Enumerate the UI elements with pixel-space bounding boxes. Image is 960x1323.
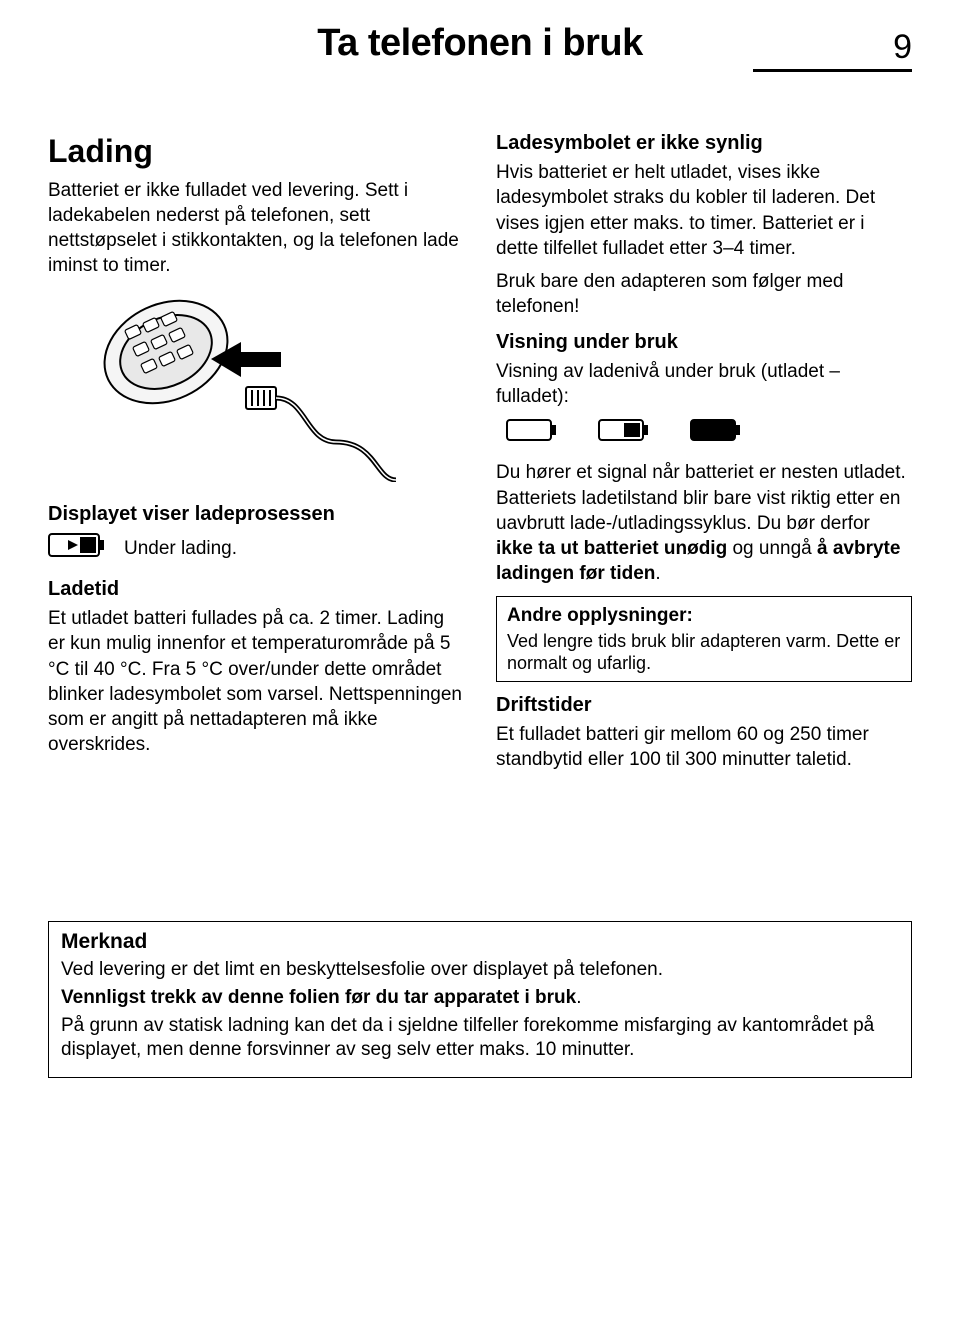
page-title: Ta telefonen i bruk — [317, 22, 643, 65]
para-signal-e: . — [655, 563, 660, 584]
para-adapter-warning: Bruk bare den adapteren som følger med t… — [496, 269, 912, 319]
para-driftstider: Et fulladet batteri gir mellom 60 og 250… — [496, 722, 912, 772]
right-column: Ladesymbolet er ikke synlig Hvis batteri… — [496, 130, 912, 781]
heading-ladetid: Ladetid — [48, 576, 464, 602]
phone-charger-illustration — [48, 287, 464, 487]
merknad-line2-bold: Vennligst trekk av denne folien før du t… — [61, 987, 576, 1008]
para-signal-c: og unngå — [727, 538, 817, 559]
merknad-box: Merknad Ved levering er det limt en besk… — [48, 921, 912, 1078]
merknad-line1: Ved levering er det limt en beskyttelses… — [61, 958, 899, 982]
para-signal: Du hører et signal når batteriet er nest… — [496, 460, 912, 585]
battery-level-row — [496, 417, 912, 450]
info-box-title: Andre opplysninger: — [507, 603, 901, 628]
para-signal-a: Du hører et signal når batteriet er nest… — [496, 462, 906, 533]
page-number: 9 — [753, 28, 912, 72]
page-header: Ta telefonen i bruk 9 — [48, 28, 912, 72]
merknad-line3: På grunn av statisk ladning kan det da i… — [61, 1014, 899, 1063]
para-ladetid: Et utladet batteri fullades på ca. 2 tim… — [48, 606, 464, 756]
merknad-line2: Vennligst trekk av denne folien før du t… — [61, 986, 899, 1010]
para-intro: Batteriet er ikke fulladet ved levering.… — [48, 178, 464, 278]
battery-full-icon — [690, 417, 742, 450]
under-lading-label: Under lading. — [124, 536, 237, 561]
heading-lading: Lading — [48, 130, 464, 172]
para-visning: Visning av ladenivå under bruk (utladet … — [496, 359, 912, 409]
info-box-body: Ved lengre tids bruk blir adapteren varm… — [507, 630, 901, 675]
para-signal-b: ikke ta ut batteriet unødig — [496, 538, 727, 559]
left-column: Lading Batteriet er ikke fulladet ved le… — [48, 130, 464, 781]
heading-visning-under-bruk: Visning under bruk — [496, 329, 912, 355]
battery-half-icon — [598, 417, 650, 450]
charging-icon-row: Under lading. — [48, 531, 464, 566]
heading-ladesymbol-ikke-synlig: Ladesymbolet er ikke synlig — [496, 130, 912, 156]
merknad-title: Merknad — [61, 930, 899, 954]
heading-driftstider: Driftstider — [496, 692, 912, 718]
content-columns: Lading Batteriet er ikke fulladet ved le… — [48, 130, 912, 781]
para-ladesymbol: Hvis batteriet er helt utladet, vises ik… — [496, 160, 912, 260]
battery-empty-icon — [506, 417, 558, 450]
info-box-andre: Andre opplysninger: Ved lengre tids bruk… — [496, 596, 912, 682]
charging-battery-icon — [48, 531, 106, 566]
merknad-line2-end: . — [576, 987, 581, 1008]
heading-display-ladeprosessen: Displayet viser ladeprosessen — [48, 501, 464, 527]
